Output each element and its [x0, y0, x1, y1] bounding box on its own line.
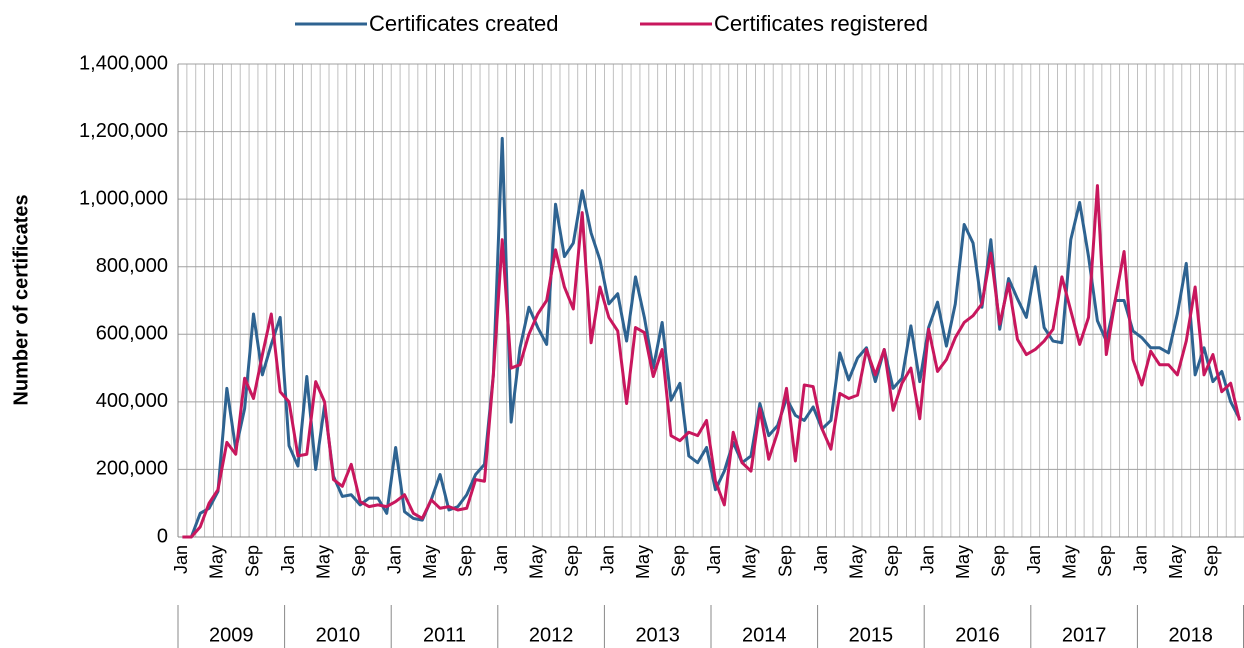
x-tick-label: Sep: [882, 545, 902, 577]
x-tick-label: May: [207, 545, 227, 579]
year-label: 2013: [635, 624, 680, 646]
y-tick-label: 1,000,000: [79, 187, 168, 209]
x-tick-label: Jan: [598, 545, 618, 574]
x-tick-label: May: [420, 545, 440, 579]
x-tick-label: Sep: [988, 545, 1008, 577]
x-tick-label: May: [633, 545, 653, 579]
year-label: 2012: [529, 624, 574, 646]
x-tick-label: May: [740, 545, 760, 579]
year-label: 2018: [1168, 624, 1213, 646]
x-tick-label: Jan: [384, 545, 404, 574]
year-label: 2017: [1062, 624, 1107, 646]
legend-label: Certificates created: [369, 11, 559, 36]
series-line: [182, 184, 1242, 539]
y-tick-label: 1,200,000: [79, 120, 168, 142]
x-tick-label: May: [846, 545, 866, 579]
series-line: [182, 136, 1241, 539]
x-tick-label: Jan: [1131, 545, 1151, 574]
x-tick-label: May: [1166, 545, 1186, 579]
x-tick-label: Sep: [562, 545, 582, 577]
x-tick-label: Sep: [775, 545, 795, 577]
y-tick-label: 400,000: [96, 390, 168, 412]
x-tick-label: Sep: [455, 545, 475, 577]
x-tick-label: Jan: [1024, 545, 1044, 574]
year-label: 2014: [742, 624, 787, 646]
year-label: 2010: [316, 624, 361, 646]
x-tick-label: Sep: [349, 545, 369, 577]
x-tick-label: Jan: [704, 545, 724, 574]
y-tick-label: 800,000: [96, 255, 168, 277]
x-tick-label: Sep: [1095, 545, 1115, 577]
x-tick-label: Jan: [278, 545, 298, 574]
x-tick-label: Jan: [917, 545, 937, 574]
y-tick-label: 600,000: [96, 323, 168, 345]
x-tick-label: Jan: [811, 545, 831, 574]
x-tick-label: May: [1060, 545, 1080, 579]
x-tick-label: May: [313, 545, 333, 579]
x-tick-label: Jan: [491, 545, 511, 574]
y-tick-label: 0: [157, 525, 168, 547]
year-label: 2016: [955, 624, 1000, 646]
legend-label: Certificates registered: [714, 11, 928, 36]
year-label: 2015: [849, 624, 894, 646]
year-label: 2011: [423, 624, 466, 646]
y-axis-title: Number of certificates: [10, 194, 32, 405]
y-tick-label: 1,400,000: [79, 52, 168, 74]
x-tick-label: Jan: [171, 545, 191, 574]
y-tick-label: 200,000: [96, 458, 168, 480]
year-label: 2009: [209, 624, 254, 646]
x-tick-label: Sep: [242, 545, 262, 577]
x-tick-label: Sep: [1202, 545, 1222, 577]
x-tick-label: May: [953, 545, 973, 579]
x-tick-label: May: [527, 545, 547, 579]
x-tick-label: Sep: [669, 545, 689, 577]
